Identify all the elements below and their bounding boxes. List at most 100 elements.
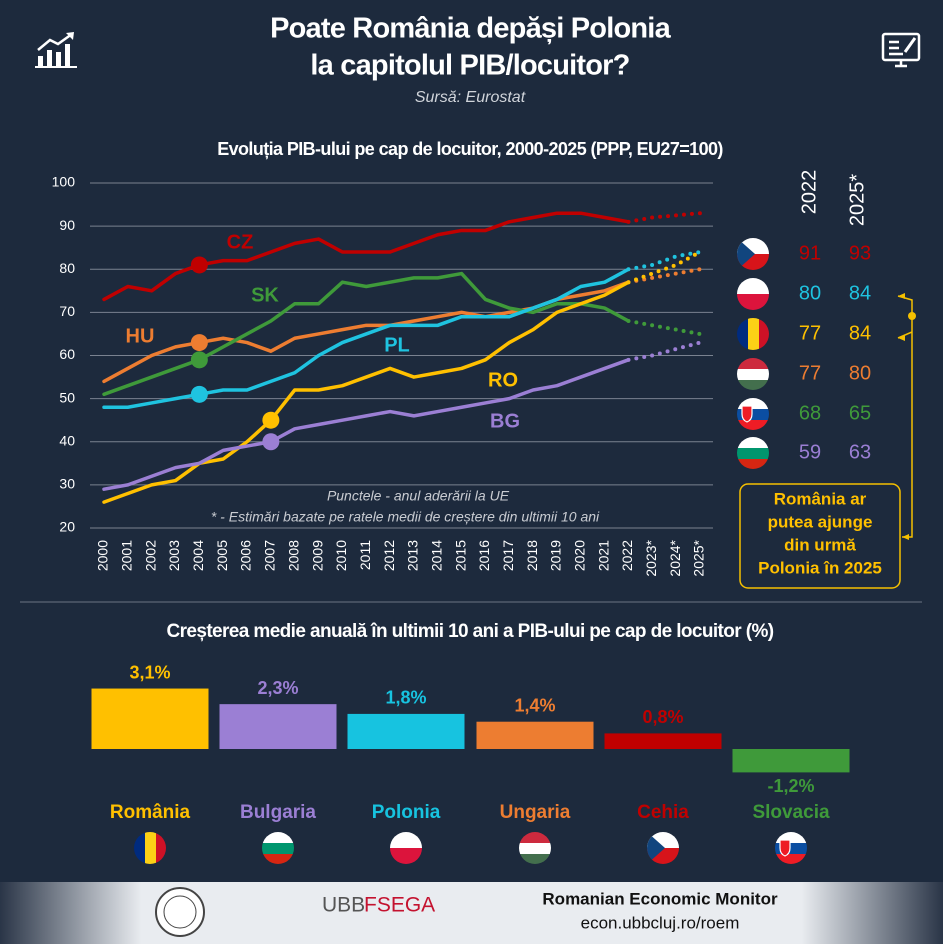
seal-inner — [163, 895, 197, 929]
value-label: -1,2% — [767, 776, 814, 796]
column-header: 2025* — [846, 174, 868, 226]
bracket-dot — [908, 312, 916, 320]
flag — [737, 238, 769, 270]
y-tick-label: 60 — [59, 346, 75, 362]
series-label: SK — [251, 284, 279, 306]
accession-marker — [190, 351, 208, 369]
x-tick-label: 2000 — [95, 540, 111, 571]
annotation: Punctele - anul aderării la UE — [327, 488, 510, 504]
bar — [347, 713, 465, 749]
callout-box — [739, 483, 901, 589]
chart-title: Creșterea medie anuală în ultimii 10 ani… — [166, 621, 773, 642]
chart-title: Evoluția PIB-ului pe cap de locuitor, 20… — [217, 139, 723, 159]
accession-marker — [190, 385, 208, 403]
annotation: * - Estimări bazate pe ratele medii de c… — [211, 509, 600, 525]
table-value: 80 — [799, 282, 821, 304]
x-tick-label: 2013 — [405, 540, 421, 571]
logo: FSEGA — [364, 894, 435, 917]
y-tick-label: 40 — [59, 432, 75, 448]
accession-marker — [190, 256, 208, 274]
series-label: CZ — [227, 231, 254, 253]
x-tick-label: 2001 — [119, 540, 135, 571]
x-tick-label: 2017 — [500, 540, 516, 571]
table-value: 65 — [849, 402, 871, 424]
flag — [647, 832, 679, 864]
series-line — [102, 358, 631, 491]
seal — [155, 887, 205, 937]
x-tick-label: 2016 — [476, 540, 492, 571]
y-tick-label: 80 — [59, 260, 75, 276]
projection-line — [626, 250, 702, 285]
callout-text: putea ajunge — [768, 512, 873, 531]
x-tick-label: 2020 — [572, 540, 588, 571]
x-tick-label: 2023* — [643, 539, 659, 576]
category-label: România — [110, 802, 191, 823]
value-label: 0,8% — [642, 707, 683, 727]
table-value: 63 — [849, 441, 871, 463]
accession-marker — [190, 334, 208, 352]
callout-text: Polonia în 2025 — [758, 558, 882, 577]
accession-marker — [262, 411, 280, 429]
callout-text: România ar — [774, 489, 867, 508]
category-label: Bulgaria — [240, 802, 316, 823]
footer-band — [0, 882, 943, 944]
bar — [219, 704, 337, 749]
x-tick-label: 2005 — [214, 540, 230, 571]
callout-text: din urmă — [784, 535, 856, 554]
flag — [390, 832, 422, 864]
value-label: 2,3% — [257, 678, 298, 698]
y-tick-label: 90 — [59, 217, 75, 233]
bar — [476, 721, 594, 749]
table-value: 68 — [799, 402, 821, 424]
table-value: 84 — [849, 282, 871, 304]
x-tick-label: 2004 — [190, 540, 206, 571]
bar — [604, 733, 722, 749]
value-label: 3,1% — [129, 662, 170, 682]
y-tick-label: 100 — [52, 174, 76, 190]
category-label: Cehia — [637, 802, 689, 823]
title: la capitolul PIB/locuitor? — [310, 50, 629, 82]
accession-marker — [262, 433, 280, 451]
flag — [737, 278, 769, 310]
column-header: 2022 — [798, 170, 820, 215]
footer-url: econ.ubbcluj.ro/roem — [581, 913, 740, 932]
category-label: Slovacia — [752, 802, 830, 823]
x-tick-label: 2025* — [691, 539, 707, 576]
x-tick-label: 2002 — [142, 540, 158, 571]
chart-icon — [35, 32, 77, 68]
y-tick-label: 20 — [59, 519, 75, 535]
source: Sursă: Eurostat — [415, 89, 526, 106]
x-tick-label: 2024* — [667, 539, 683, 576]
x-tick-label: 2010 — [333, 540, 349, 571]
series-label: PL — [384, 334, 410, 356]
category-label: Ungaria — [500, 802, 571, 823]
x-tick-label: 2012 — [381, 540, 397, 571]
table-value: 91 — [799, 242, 821, 264]
y-tick-label: 70 — [59, 303, 75, 319]
logo: UBB — [322, 894, 365, 917]
x-tick-label: 2003 — [166, 540, 182, 571]
x-tick-label: 2022 — [619, 540, 635, 571]
x-tick-label: 2018 — [524, 540, 540, 571]
category-label: Polonia — [372, 802, 441, 823]
bar — [91, 688, 209, 749]
callout: România ar putea ajunge din urmă Polonia în… — [758, 489, 882, 577]
x-tick-label: 2021 — [595, 540, 611, 571]
table: 91 93 80 84 77 84 77 80 68 65 59 63 — [799, 242, 871, 463]
series-line — [102, 280, 631, 504]
x-tick-label: 2014 — [428, 540, 444, 571]
x-tick-label: 2019 — [548, 540, 564, 571]
series-label: HU — [126, 325, 155, 347]
x-tick-label: 2008 — [285, 540, 301, 571]
table-value: 80 — [849, 362, 871, 384]
x-tick-label: 2007 — [262, 540, 278, 571]
value-label: 1,8% — [385, 688, 426, 708]
series-label: RO — [488, 369, 518, 391]
x-tick-label: 2015 — [452, 540, 468, 571]
table-value: 77 — [799, 322, 821, 344]
x-tick-label: 2009 — [309, 540, 325, 571]
bar — [732, 749, 850, 773]
table-value: 59 — [799, 441, 821, 463]
